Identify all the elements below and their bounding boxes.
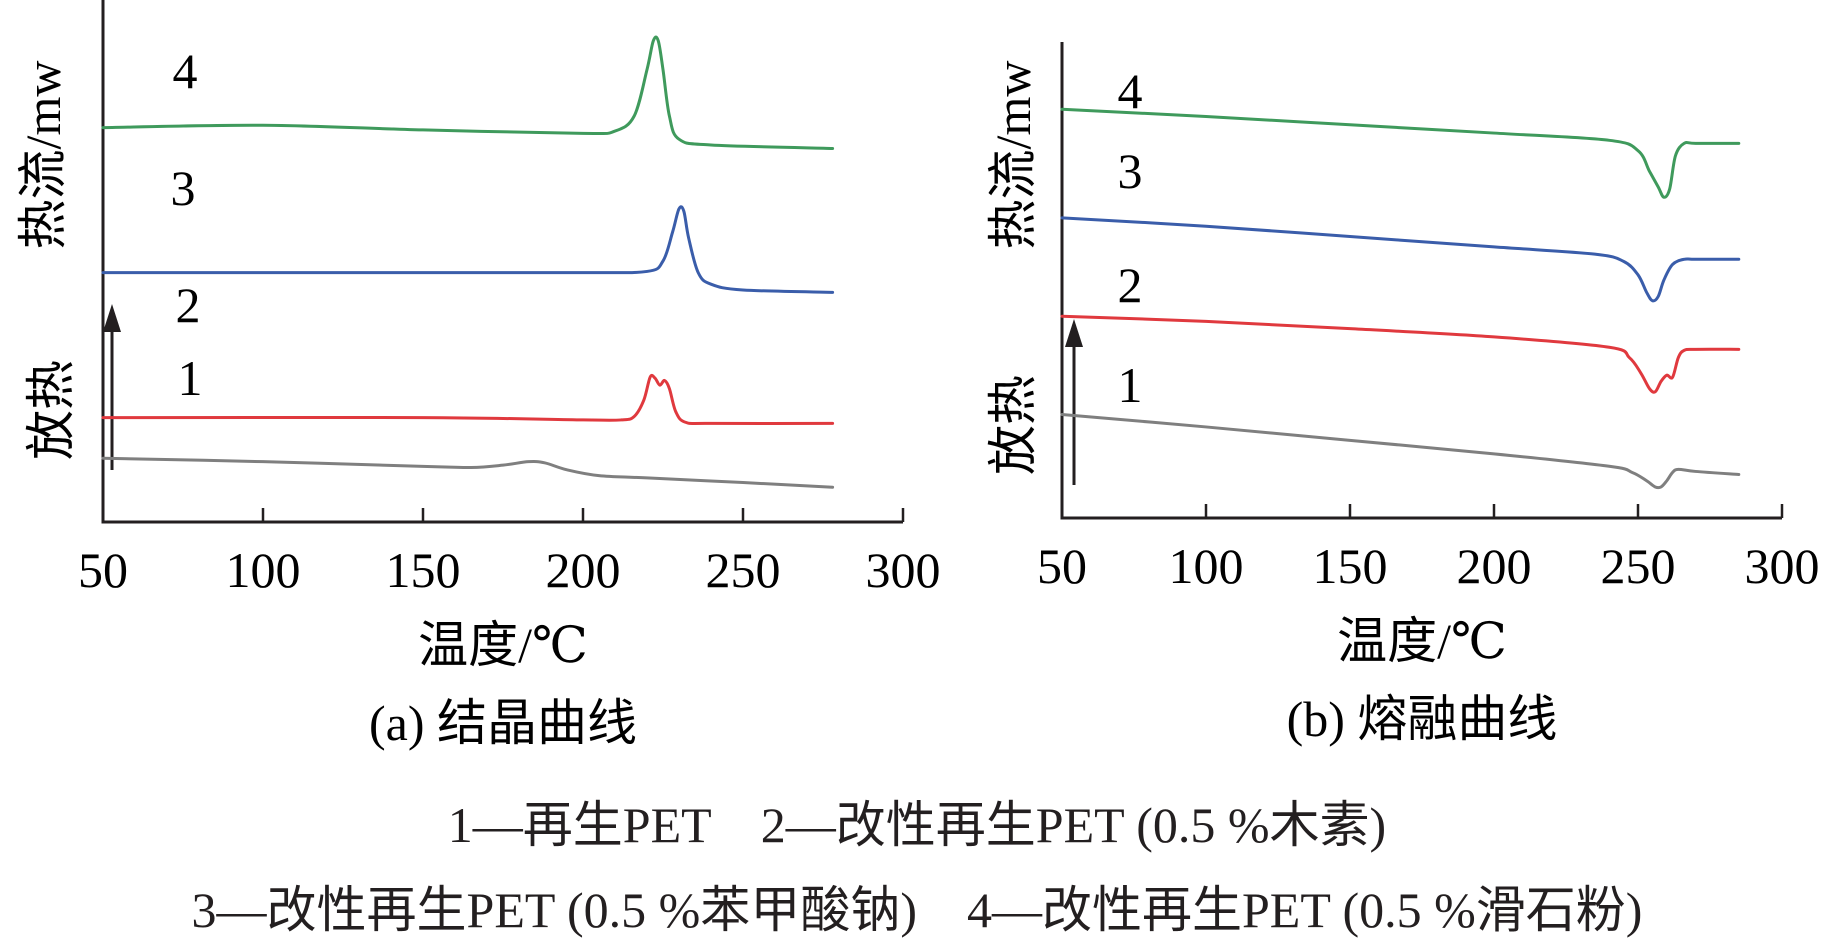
x-tick-label: 250	[706, 542, 781, 598]
panel-caption: (a) 结晶曲线	[369, 695, 637, 751]
curve-label-2: 2	[176, 277, 201, 333]
curve-label-1: 1	[1118, 357, 1143, 413]
series-line-1	[101, 456, 835, 489]
x-tick-label: 150	[1313, 538, 1388, 594]
x-axis-title: 温度/℃	[1337, 613, 1507, 669]
x-tick-label: 200	[546, 542, 621, 598]
curve-label-3: 3	[171, 160, 196, 216]
y-axis-title: 热流/mw	[15, 61, 71, 250]
x-tick-label: 150	[386, 542, 461, 598]
series-line-2	[1060, 314, 1741, 394]
x-tick-label: 300	[1745, 538, 1820, 594]
x-axis-title: 温度/℃	[418, 617, 588, 673]
curve-label-2: 2	[1118, 257, 1143, 313]
curve-label-4: 4	[1118, 63, 1143, 119]
exo-label: 放热	[23, 360, 79, 460]
curve-label-1: 1	[178, 350, 203, 406]
y-axis-title: 热流/mw	[985, 61, 1041, 250]
x-tick-label: 250	[1601, 538, 1676, 594]
series-line-3	[101, 205, 835, 294]
curve-label-4: 4	[173, 43, 198, 99]
x-tick-label: 200	[1457, 538, 1532, 594]
exo-arrow-head	[1065, 319, 1083, 347]
exo-label: 放热	[985, 375, 1041, 475]
series-line-4	[1060, 107, 1741, 199]
series-line-1	[1060, 413, 1741, 490]
panel-caption: (b) 熔融曲线	[1287, 691, 1558, 747]
legend-line-2: 3—改性再生PET (0.5 %苯甲酸钠) 4—改性再生PET (0.5 %滑石…	[191, 882, 1643, 938]
series-line-4	[101, 35, 835, 150]
panel-b: 50 100 150 200 250 300 温度/℃ (b) 熔融曲线 热流/mw 放热 1 2 3 4	[985, 42, 1820, 747]
legend-line-1: 1—再生PET 2—改性再生PET (0.5 %木素)	[447, 797, 1387, 853]
series-line-2	[101, 373, 835, 425]
series-line-3	[1060, 216, 1741, 303]
exo-arrow-head	[103, 304, 121, 332]
x-tick-label: 100	[1169, 538, 1244, 594]
x-tick-label: 50	[1037, 538, 1087, 594]
x-tick-label: 50	[78, 542, 128, 598]
x-tick-label: 100	[226, 542, 301, 598]
x-tick-label: 300	[866, 542, 941, 598]
panel-a: 50 100 150 200 250 300 温度/℃ (a) 结晶曲线 热流/mw 放热 1 2 3 4	[15, 0, 941, 751]
curve-label-3: 3	[1118, 143, 1143, 199]
